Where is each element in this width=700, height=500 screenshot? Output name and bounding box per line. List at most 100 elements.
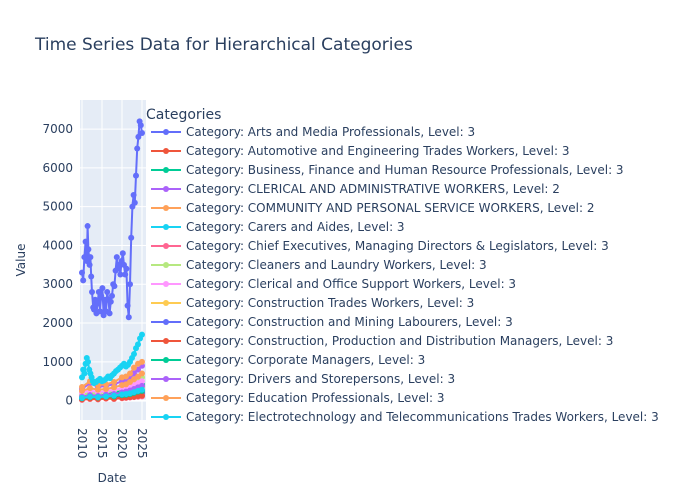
legend-swatch-marker	[163, 129, 169, 135]
x-tick-label: 2015	[95, 428, 109, 459]
legend-label: Category: COMMUNITY AND PERSONAL SERVICE…	[186, 201, 595, 215]
data-point	[135, 341, 141, 348]
y-tick-label: 7000	[42, 122, 73, 136]
data-point	[86, 261, 93, 268]
legend-label: Category: Corporate Managers, Level: 3	[186, 353, 425, 367]
data-point	[137, 122, 144, 129]
legend-item[interactable]: Category: Arts and Media Professionals, …	[151, 125, 475, 139]
y-tick-label: 3000	[42, 277, 73, 291]
legend-swatch-marker	[163, 224, 169, 230]
data-point	[79, 387, 85, 394]
y-axis-label: Value	[14, 244, 28, 277]
y-tick-label: 1000	[42, 355, 73, 369]
legend-label: Category: Automotive and Engineering Tra…	[186, 144, 569, 158]
data-point	[113, 254, 120, 261]
legend-label: Category: Electrotechnology and Telecomm…	[186, 410, 659, 424]
legend-swatch-marker	[163, 186, 169, 192]
legend-swatch-marker	[163, 205, 169, 211]
data-point	[79, 394, 85, 401]
legend-item[interactable]: Category: Cleaners and Laundry Workers, …	[151, 258, 487, 272]
data-point	[85, 358, 91, 365]
legend-swatch-marker	[163, 414, 169, 420]
legend-swatch-marker	[163, 376, 169, 382]
x-tick-label: 2025	[135, 428, 149, 459]
data-point	[94, 300, 101, 307]
legend-item[interactable]: Category: Corporate Managers, Level: 3	[151, 353, 425, 367]
legend-label: Category: Chief Executives, Managing Dir…	[186, 239, 609, 253]
legend-item[interactable]: Category: CLERICAL AND ADMINISTRATIVE WO…	[151, 182, 560, 196]
data-point	[139, 370, 145, 377]
legend[interactable]: Categories Category: Arts and Media Prof…	[146, 107, 659, 424]
legend-label: Category: Carers and Aides, Level: 3	[186, 220, 405, 234]
y-tick-label: 4000	[42, 238, 73, 252]
legend-item[interactable]: Category: Electrotechnology and Telecomm…	[151, 410, 659, 424]
data-point	[104, 289, 111, 295]
data-point	[85, 246, 92, 253]
legend-label: Category: Construction, Production and D…	[186, 334, 613, 348]
legend-label: Category: Cleaners and Laundry Workers, …	[186, 258, 487, 272]
data-point	[82, 238, 89, 245]
data-point	[95, 394, 101, 401]
y-tick-label: 6000	[42, 161, 73, 175]
data-point	[125, 314, 132, 321]
legend-item[interactable]: Category: Chief Executives, Managing Dir…	[151, 239, 609, 253]
legend-swatch-marker	[163, 262, 169, 268]
x-axis-ticks: 2010 2015 2020 2025	[75, 428, 149, 459]
legend-item[interactable]: Category: Construction Trades Workers, L…	[151, 296, 474, 310]
data-point	[103, 385, 109, 392]
series-14	[79, 370, 145, 394]
legend-label: Category: Business, Finance and Human Re…	[186, 163, 624, 177]
data-point	[139, 331, 145, 338]
data-point	[127, 370, 133, 377]
legend-swatch-marker	[163, 300, 169, 306]
legend-swatch-marker	[163, 338, 169, 344]
legend-items[interactable]: Category: Arts and Media Professionals, …	[151, 125, 659, 424]
legend-label: Category: Construction Trades Workers, L…	[186, 296, 474, 310]
legend-swatch-marker	[163, 281, 169, 287]
data-point	[111, 378, 117, 385]
legend-swatch-marker	[163, 395, 169, 401]
y-tick-label: 5000	[42, 200, 73, 214]
x-axis-label: Date	[98, 471, 127, 485]
data-point	[123, 265, 130, 272]
data-point	[111, 384, 117, 391]
legend-item[interactable]: Category: Clerical and Office Support Wo…	[151, 277, 516, 291]
data-point	[89, 289, 95, 295]
legend-swatch-marker	[163, 243, 169, 249]
legend-label: Category: Drivers and Storepersons, Leve…	[186, 372, 455, 386]
legend-item[interactable]: Category: Education Professionals, Level…	[151, 391, 445, 405]
legend-item[interactable]: Category: Carers and Aides, Level: 3	[151, 220, 405, 234]
legend-label: Category: CLERICAL AND ADMINISTRATIVE WO…	[186, 182, 560, 196]
legend-item[interactable]: Category: Business, Finance and Human Re…	[151, 163, 624, 177]
data-point	[131, 351, 137, 358]
legend-title: Categories	[146, 107, 221, 123]
legend-item[interactable]: Category: COMMUNITY AND PERSONAL SERVICE…	[151, 201, 595, 215]
x-tick-label: 2020	[115, 428, 129, 459]
data-point	[87, 254, 94, 261]
data-point	[84, 223, 91, 230]
legend-item[interactable]: Category: Automotive and Engineering Tra…	[151, 144, 569, 158]
data-point	[139, 378, 145, 385]
chart-title: Time Series Data for Hierarchical Catego…	[34, 35, 413, 55]
data-point	[109, 292, 115, 299]
data-point	[133, 172, 139, 179]
data-point	[134, 145, 141, 152]
y-tick-label: 2000	[42, 316, 73, 330]
data-point	[122, 271, 129, 278]
data-point	[130, 192, 137, 199]
data-point	[106, 310, 113, 317]
legend-item[interactable]: Category: Construction and Mining Labour…	[151, 315, 513, 329]
legend-swatch-marker	[163, 167, 169, 173]
y-axis-ticks: 0 1000 2000 3000 4000 5000 6000 7000	[42, 122, 73, 408]
y-tick-label: 0	[65, 394, 73, 408]
legend-item[interactable]: Category: Construction, Production and D…	[151, 334, 613, 348]
data-point	[139, 129, 145, 136]
data-point	[79, 269, 85, 276]
data-point	[139, 386, 145, 393]
data-point	[99, 285, 106, 292]
data-point	[139, 392, 145, 399]
data-point	[131, 199, 138, 206]
data-point	[111, 392, 117, 399]
legend-item[interactable]: Category: Drivers and Storepersons, Leve…	[151, 372, 455, 386]
